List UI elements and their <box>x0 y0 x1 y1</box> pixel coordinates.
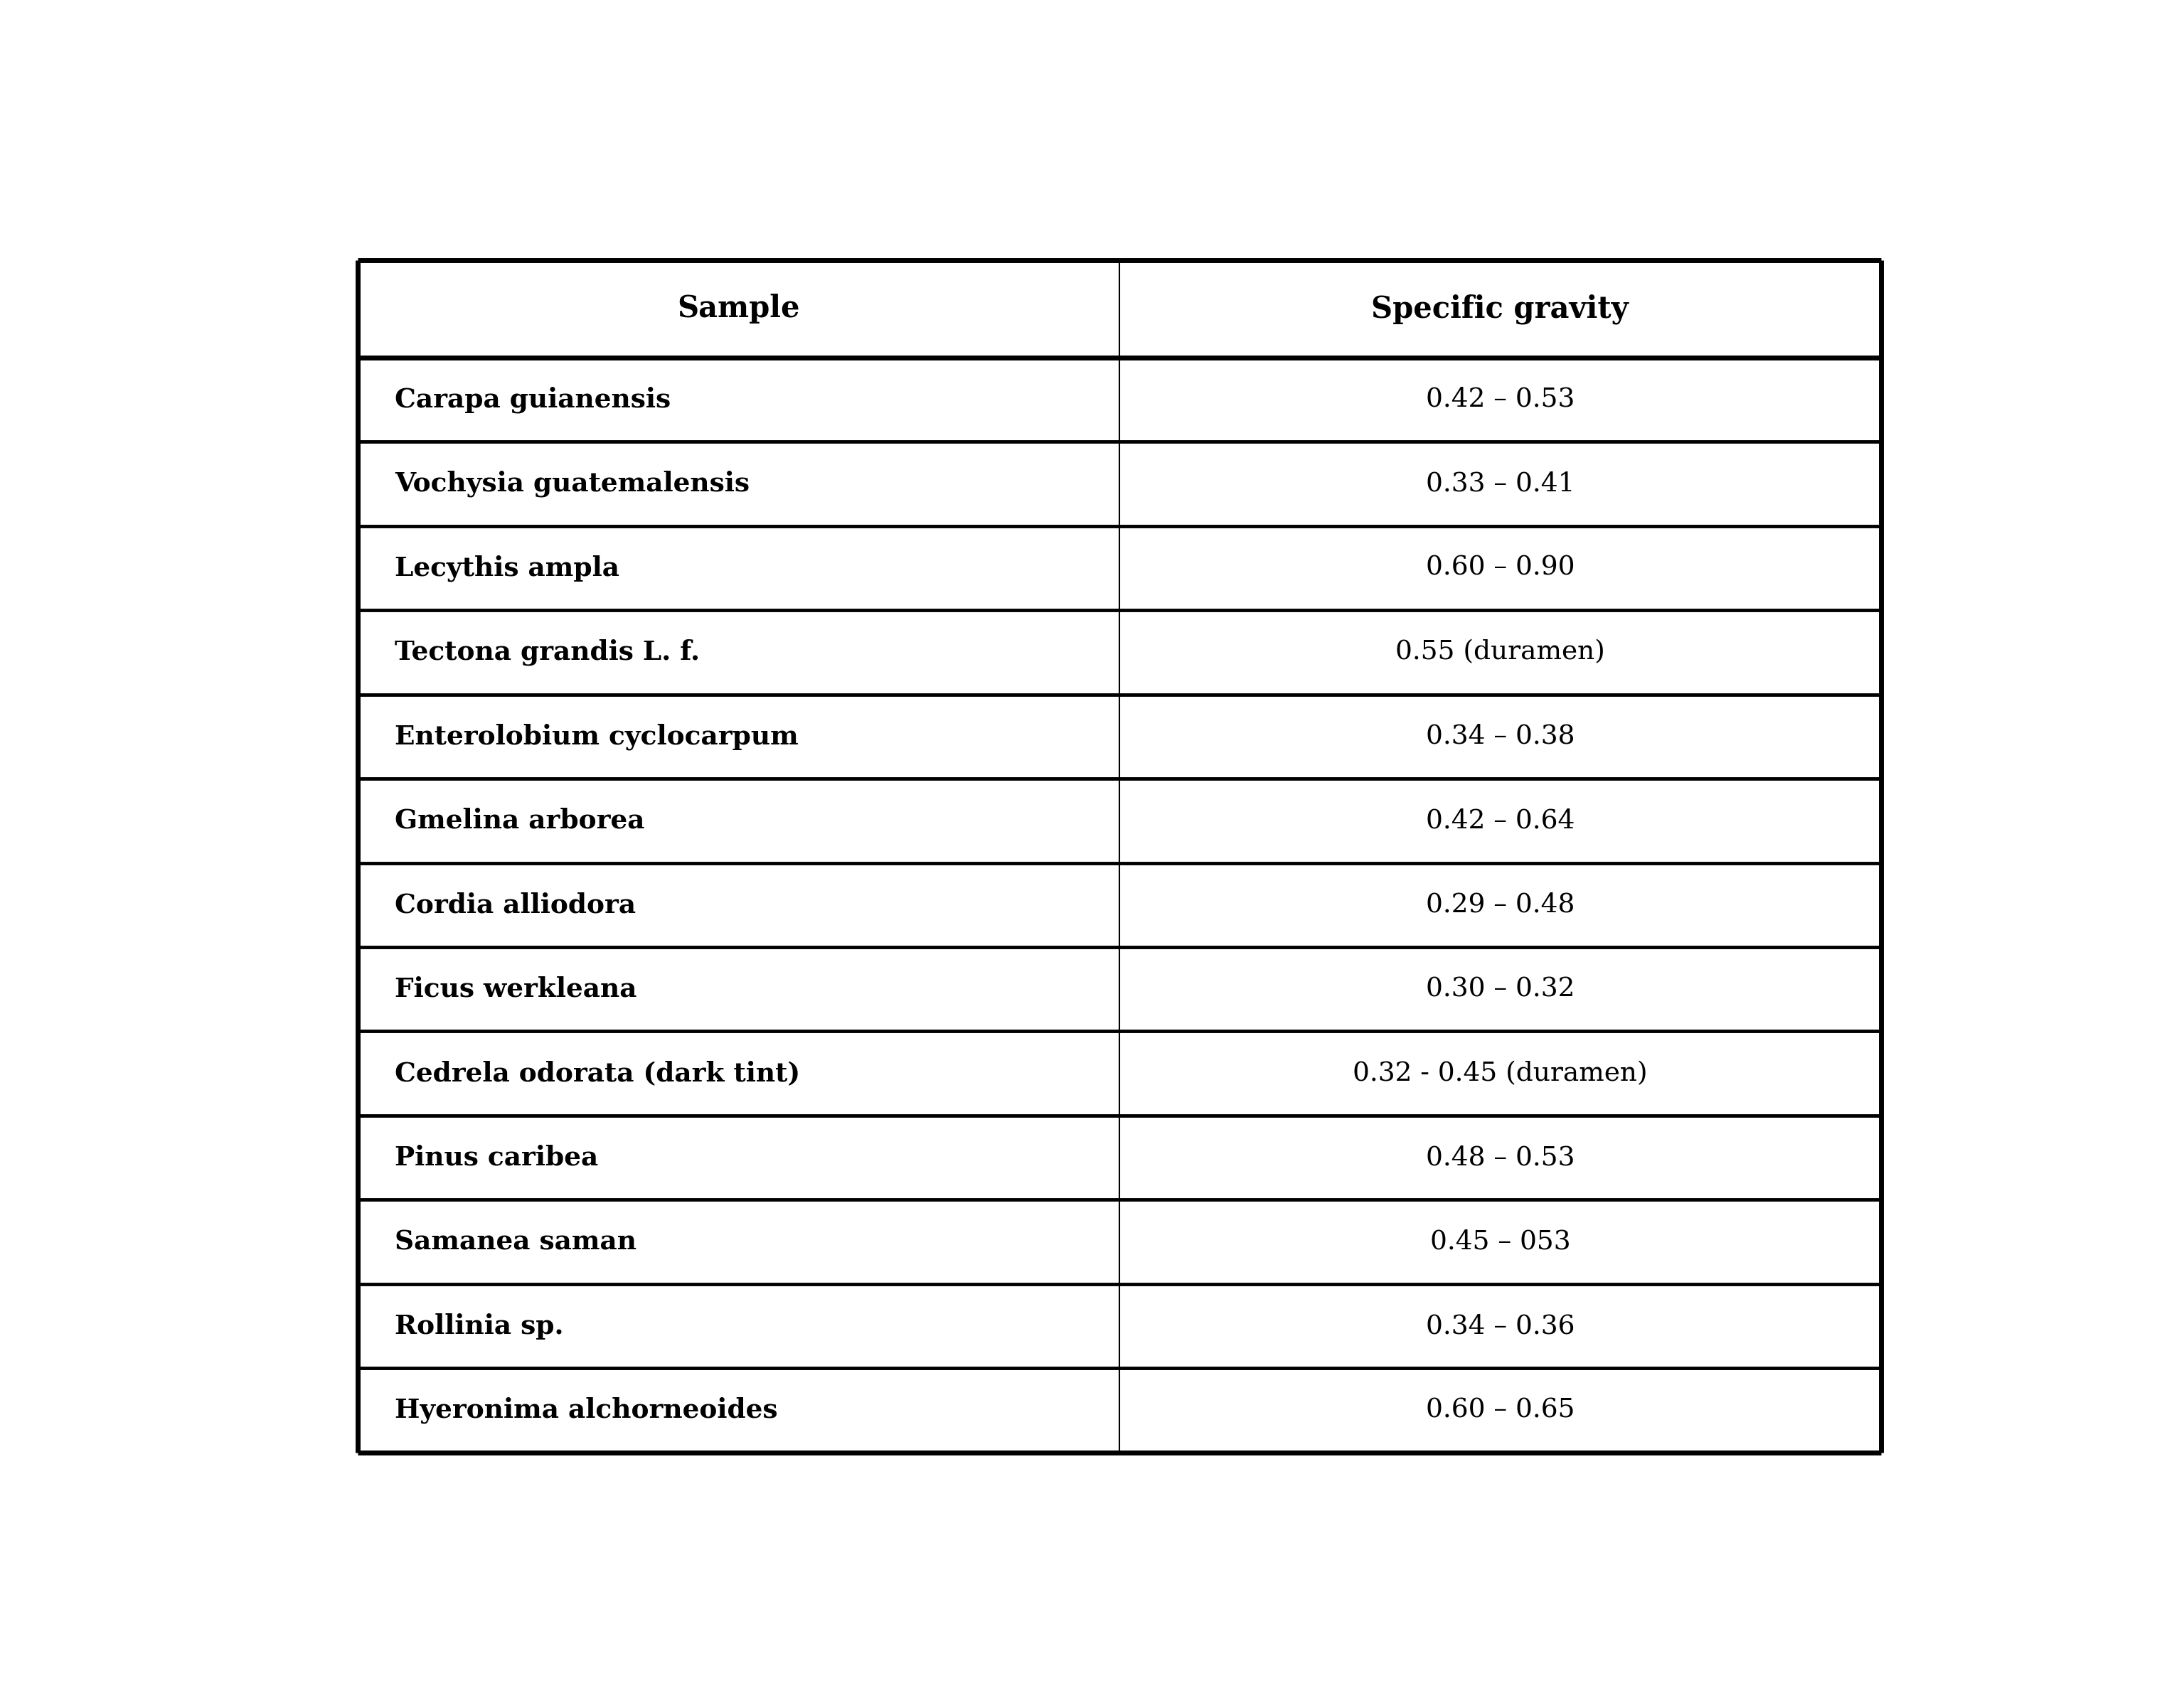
Text: Hyeronima alchorneoides: Hyeronima alchorneoides <box>395 1397 778 1424</box>
Text: 0.42 – 0.53: 0.42 – 0.53 <box>1426 387 1575 412</box>
Text: Gmelina arborea: Gmelina arborea <box>395 808 644 833</box>
Text: Specific gravity: Specific gravity <box>1372 295 1629 325</box>
Text: Ficus werkleana: Ficus werkleana <box>395 976 638 1003</box>
Text: Sample: Sample <box>677 295 799 323</box>
Text: Lecythis ampla: Lecythis ampla <box>395 555 620 581</box>
Text: Cedrela odorata (dark tint): Cedrela odorata (dark tint) <box>395 1060 799 1087</box>
Text: Rollinia sp.: Rollinia sp. <box>395 1313 563 1340</box>
Text: 0.48 – 0.53: 0.48 – 0.53 <box>1426 1144 1575 1170</box>
Text: Vochysia guatemalensis: Vochysia guatemalensis <box>395 471 749 496</box>
Text: Enterolobium cyclocarpum: Enterolobium cyclocarpum <box>395 724 799 751</box>
Text: 0.29 – 0.48: 0.29 – 0.48 <box>1426 892 1575 917</box>
Text: 0.45 – 053: 0.45 – 053 <box>1431 1229 1570 1256</box>
Text: 0.34 – 0.38: 0.34 – 0.38 <box>1426 724 1575 749</box>
Text: 0.60 – 0.65: 0.60 – 0.65 <box>1426 1397 1575 1424</box>
Text: 0.34 – 0.36: 0.34 – 0.36 <box>1426 1313 1575 1340</box>
Text: Cordia alliodora: Cordia alliodora <box>395 892 636 919</box>
Text: 0.60 – 0.90: 0.60 – 0.90 <box>1426 555 1575 581</box>
Text: 0.30 – 0.32: 0.30 – 0.32 <box>1426 976 1575 1001</box>
Text: Pinus caribea: Pinus caribea <box>395 1144 598 1171</box>
Text: 0.42 – 0.64: 0.42 – 0.64 <box>1426 808 1575 833</box>
Text: 0.32 - 0.45 (duramen): 0.32 - 0.45 (duramen) <box>1352 1060 1647 1086</box>
Text: Samanea saman: Samanea saman <box>395 1229 638 1256</box>
Text: Carapa guianensis: Carapa guianensis <box>395 387 670 412</box>
Text: Tectona grandis L. f.: Tectona grandis L. f. <box>395 640 699 665</box>
Text: 0.33 – 0.41: 0.33 – 0.41 <box>1426 471 1575 496</box>
Text: 0.55 (duramen): 0.55 (duramen) <box>1396 640 1605 665</box>
